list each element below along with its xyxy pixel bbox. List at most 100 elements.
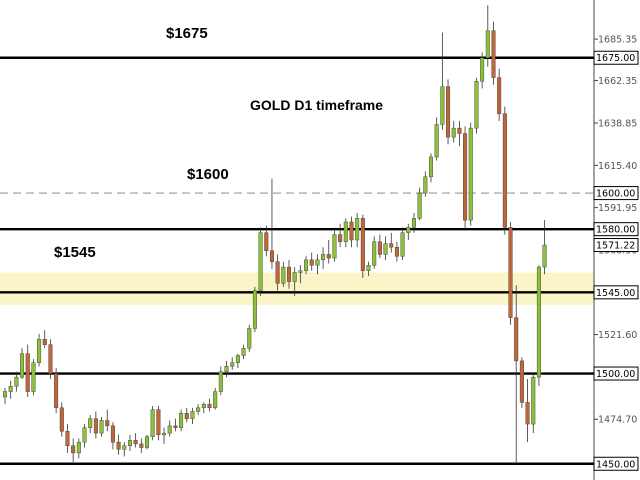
candle-body	[508, 227, 513, 318]
candle-body	[224, 366, 229, 372]
candle-body	[275, 261, 280, 284]
candle-body	[349, 221, 354, 241]
candle-body	[372, 241, 377, 266]
candle-body	[105, 420, 110, 427]
candle-body	[162, 432, 167, 436]
candle-body	[230, 362, 235, 367]
candle-body	[48, 344, 53, 374]
candle-body	[429, 156, 434, 178]
candle-body	[252, 290, 257, 329]
price-tag-box	[593, 285, 639, 300]
candle-body	[411, 218, 416, 228]
axis-tick-label: 1521.60	[598, 330, 637, 341]
candle-body	[463, 133, 468, 221]
candle-body	[298, 270, 303, 273]
price-tag-label: 1675.00	[596, 53, 635, 64]
candle-body	[525, 402, 530, 425]
price-tag: 1545.00	[593, 285, 639, 300]
candle-body	[360, 218, 365, 271]
axis-tick-label: 1709.20	[598, 0, 637, 3]
candle-body	[343, 221, 348, 243]
candle-body	[14, 376, 19, 387]
annotation-1600: $1600	[187, 166, 229, 183]
candle-body	[531, 376, 536, 425]
annotation-1675: $1675	[166, 25, 208, 42]
candle-body	[366, 265, 371, 271]
candle-body	[292, 272, 297, 282]
candle-body	[326, 254, 331, 259]
candle-body	[173, 425, 178, 428]
candle-body	[309, 259, 314, 266]
candle-body	[8, 385, 13, 392]
candle-body	[338, 234, 343, 243]
axis-tick-label: 1474.70	[598, 415, 637, 426]
candle-body	[468, 127, 473, 221]
axis-tick-label: 1662.35	[598, 76, 637, 87]
candle-body	[116, 441, 121, 450]
candle-body	[406, 227, 411, 233]
candle-body	[383, 243, 388, 255]
candle-body	[287, 266, 292, 282]
candle-body	[3, 391, 7, 398]
price-tag: 1500.00	[593, 366, 639, 381]
candle-body	[440, 86, 445, 125]
zone-rect	[0, 272, 594, 305]
axis-tick-label: 1638.85	[598, 118, 637, 129]
candle-body	[31, 362, 36, 392]
candle-body	[156, 409, 161, 436]
price-tag-box	[593, 366, 639, 381]
candle-body	[88, 418, 93, 428]
price-tag: 1580.00	[593, 222, 639, 237]
price-tag-box	[593, 50, 639, 65]
candle-body	[196, 407, 201, 412]
candle-body	[355, 218, 360, 241]
candle-body	[54, 373, 59, 409]
candle-body	[20, 353, 25, 378]
price-tag-box	[593, 456, 639, 471]
candle-body	[269, 250, 274, 262]
candle-body	[451, 127, 456, 138]
candle-body	[179, 413, 184, 428]
candle-body	[264, 232, 269, 252]
candle-body	[76, 441, 81, 454]
candle-body	[25, 353, 30, 392]
candle-body	[258, 232, 263, 291]
price-tag-label: 1450.00	[596, 459, 635, 470]
candle-body	[59, 407, 64, 432]
candle-body	[247, 328, 252, 349]
candle-body	[133, 440, 138, 445]
candle-body	[71, 445, 76, 454]
candle-body	[315, 259, 320, 266]
candle-body	[127, 440, 132, 446]
candle-body	[167, 425, 172, 434]
candle-body	[497, 77, 502, 114]
candle-body	[150, 409, 155, 437]
candle-body	[491, 30, 496, 78]
price-tag: 1450.00	[593, 456, 639, 471]
candle-body	[377, 241, 382, 255]
candle-body	[65, 431, 70, 446]
candle-body	[99, 420, 104, 434]
candle-body	[394, 247, 399, 257]
price-tag-box	[593, 222, 639, 237]
plot-area	[0, 0, 594, 480]
candle-body	[110, 425, 115, 443]
candle-body	[218, 371, 223, 392]
candle-body	[235, 355, 240, 363]
axis-tick-label: 1685.35	[598, 35, 637, 46]
candle-body	[122, 445, 127, 450]
candle-body	[190, 411, 195, 419]
candle-body	[480, 57, 485, 82]
candle-body	[139, 443, 144, 448]
candle-body	[502, 113, 507, 228]
candle-body	[82, 427, 87, 443]
candle-body	[207, 404, 212, 409]
price-tag-label: 1580.00	[596, 225, 635, 236]
candle-body	[213, 391, 218, 409]
candle-body	[201, 404, 206, 409]
price-tag-box	[593, 186, 639, 201]
price-tag-label: 1500.00	[596, 369, 635, 380]
candle-body	[423, 176, 428, 194]
price-tag-label: 1600.00	[596, 189, 635, 200]
